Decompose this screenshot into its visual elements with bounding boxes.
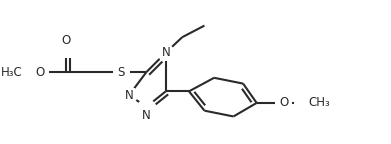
Text: N: N [125, 89, 133, 102]
Text: N: N [142, 109, 151, 122]
Text: S: S [118, 66, 125, 78]
Text: O: O [36, 66, 45, 78]
Text: H₃C: H₃C [1, 66, 23, 78]
Text: N: N [161, 46, 170, 59]
Text: O: O [279, 96, 288, 109]
Text: O: O [62, 34, 71, 47]
Text: CH₃: CH₃ [308, 96, 330, 109]
